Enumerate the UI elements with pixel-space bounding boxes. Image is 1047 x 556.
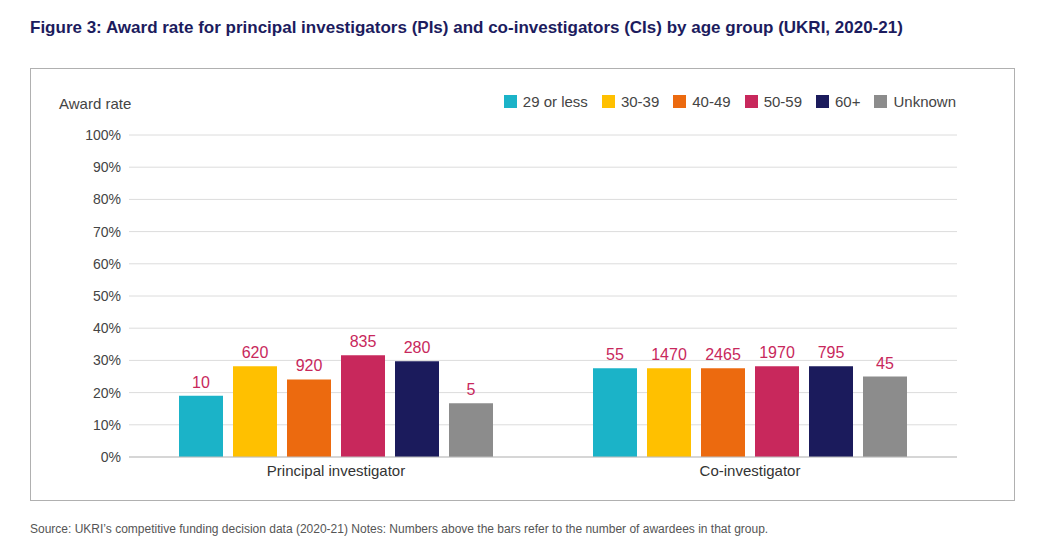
svg-text:Co-investigator: Co-investigator	[700, 462, 801, 479]
html-text:Unknown: Unknown	[893, 93, 956, 110]
svg-text:40%: 40%	[93, 320, 121, 336]
svg-text:70%: 70%	[93, 224, 121, 240]
svg-text:280: 280	[404, 339, 431, 356]
svg-text:835: 835	[350, 333, 377, 350]
svg-text:2465: 2465	[705, 346, 741, 363]
svg-text:50%: 50%	[93, 288, 121, 304]
svg-text:80%: 80%	[93, 191, 121, 207]
svg-text:10: 10	[192, 374, 210, 391]
svg-text:Principal investigator: Principal investigator	[267, 462, 405, 479]
svg-text:100%: 100%	[85, 127, 121, 143]
html-text:Figure 3: Award rate for princ: Figure 3: Award rate for principal inves…	[30, 18, 903, 37]
html-text:60+: 60+	[835, 93, 861, 110]
svg-text:1970: 1970	[759, 344, 795, 361]
svg-text:45: 45	[876, 355, 894, 372]
html-text:29 or less: 29 or less	[522, 93, 588, 110]
html-text:30-39: 30-39	[620, 93, 660, 110]
svg-text:30%: 30%	[93, 352, 121, 368]
svg-text:60%: 60%	[93, 256, 121, 272]
html-text:40-49: 40-49	[692, 93, 731, 110]
html-text:Award rate: Award rate	[59, 95, 132, 112]
svg-text:90%: 90%	[93, 159, 121, 175]
svg-text:1470: 1470	[651, 346, 687, 363]
svg-text:10%: 10%	[93, 417, 121, 433]
svg-text:55: 55	[606, 346, 624, 363]
svg-text:920: 920	[296, 357, 323, 374]
html-text:Source: UKRI’s competitive fun: Source: UKRI’s competitive funding decis…	[30, 522, 769, 536]
svg-text:795: 795	[818, 344, 845, 361]
svg-text:620: 620	[242, 344, 269, 361]
svg-text:20%: 20%	[93, 385, 121, 401]
svg-text:0%: 0%	[101, 449, 121, 465]
html-text:50-59: 50-59	[763, 93, 802, 110]
svg-text:5: 5	[467, 381, 476, 398]
